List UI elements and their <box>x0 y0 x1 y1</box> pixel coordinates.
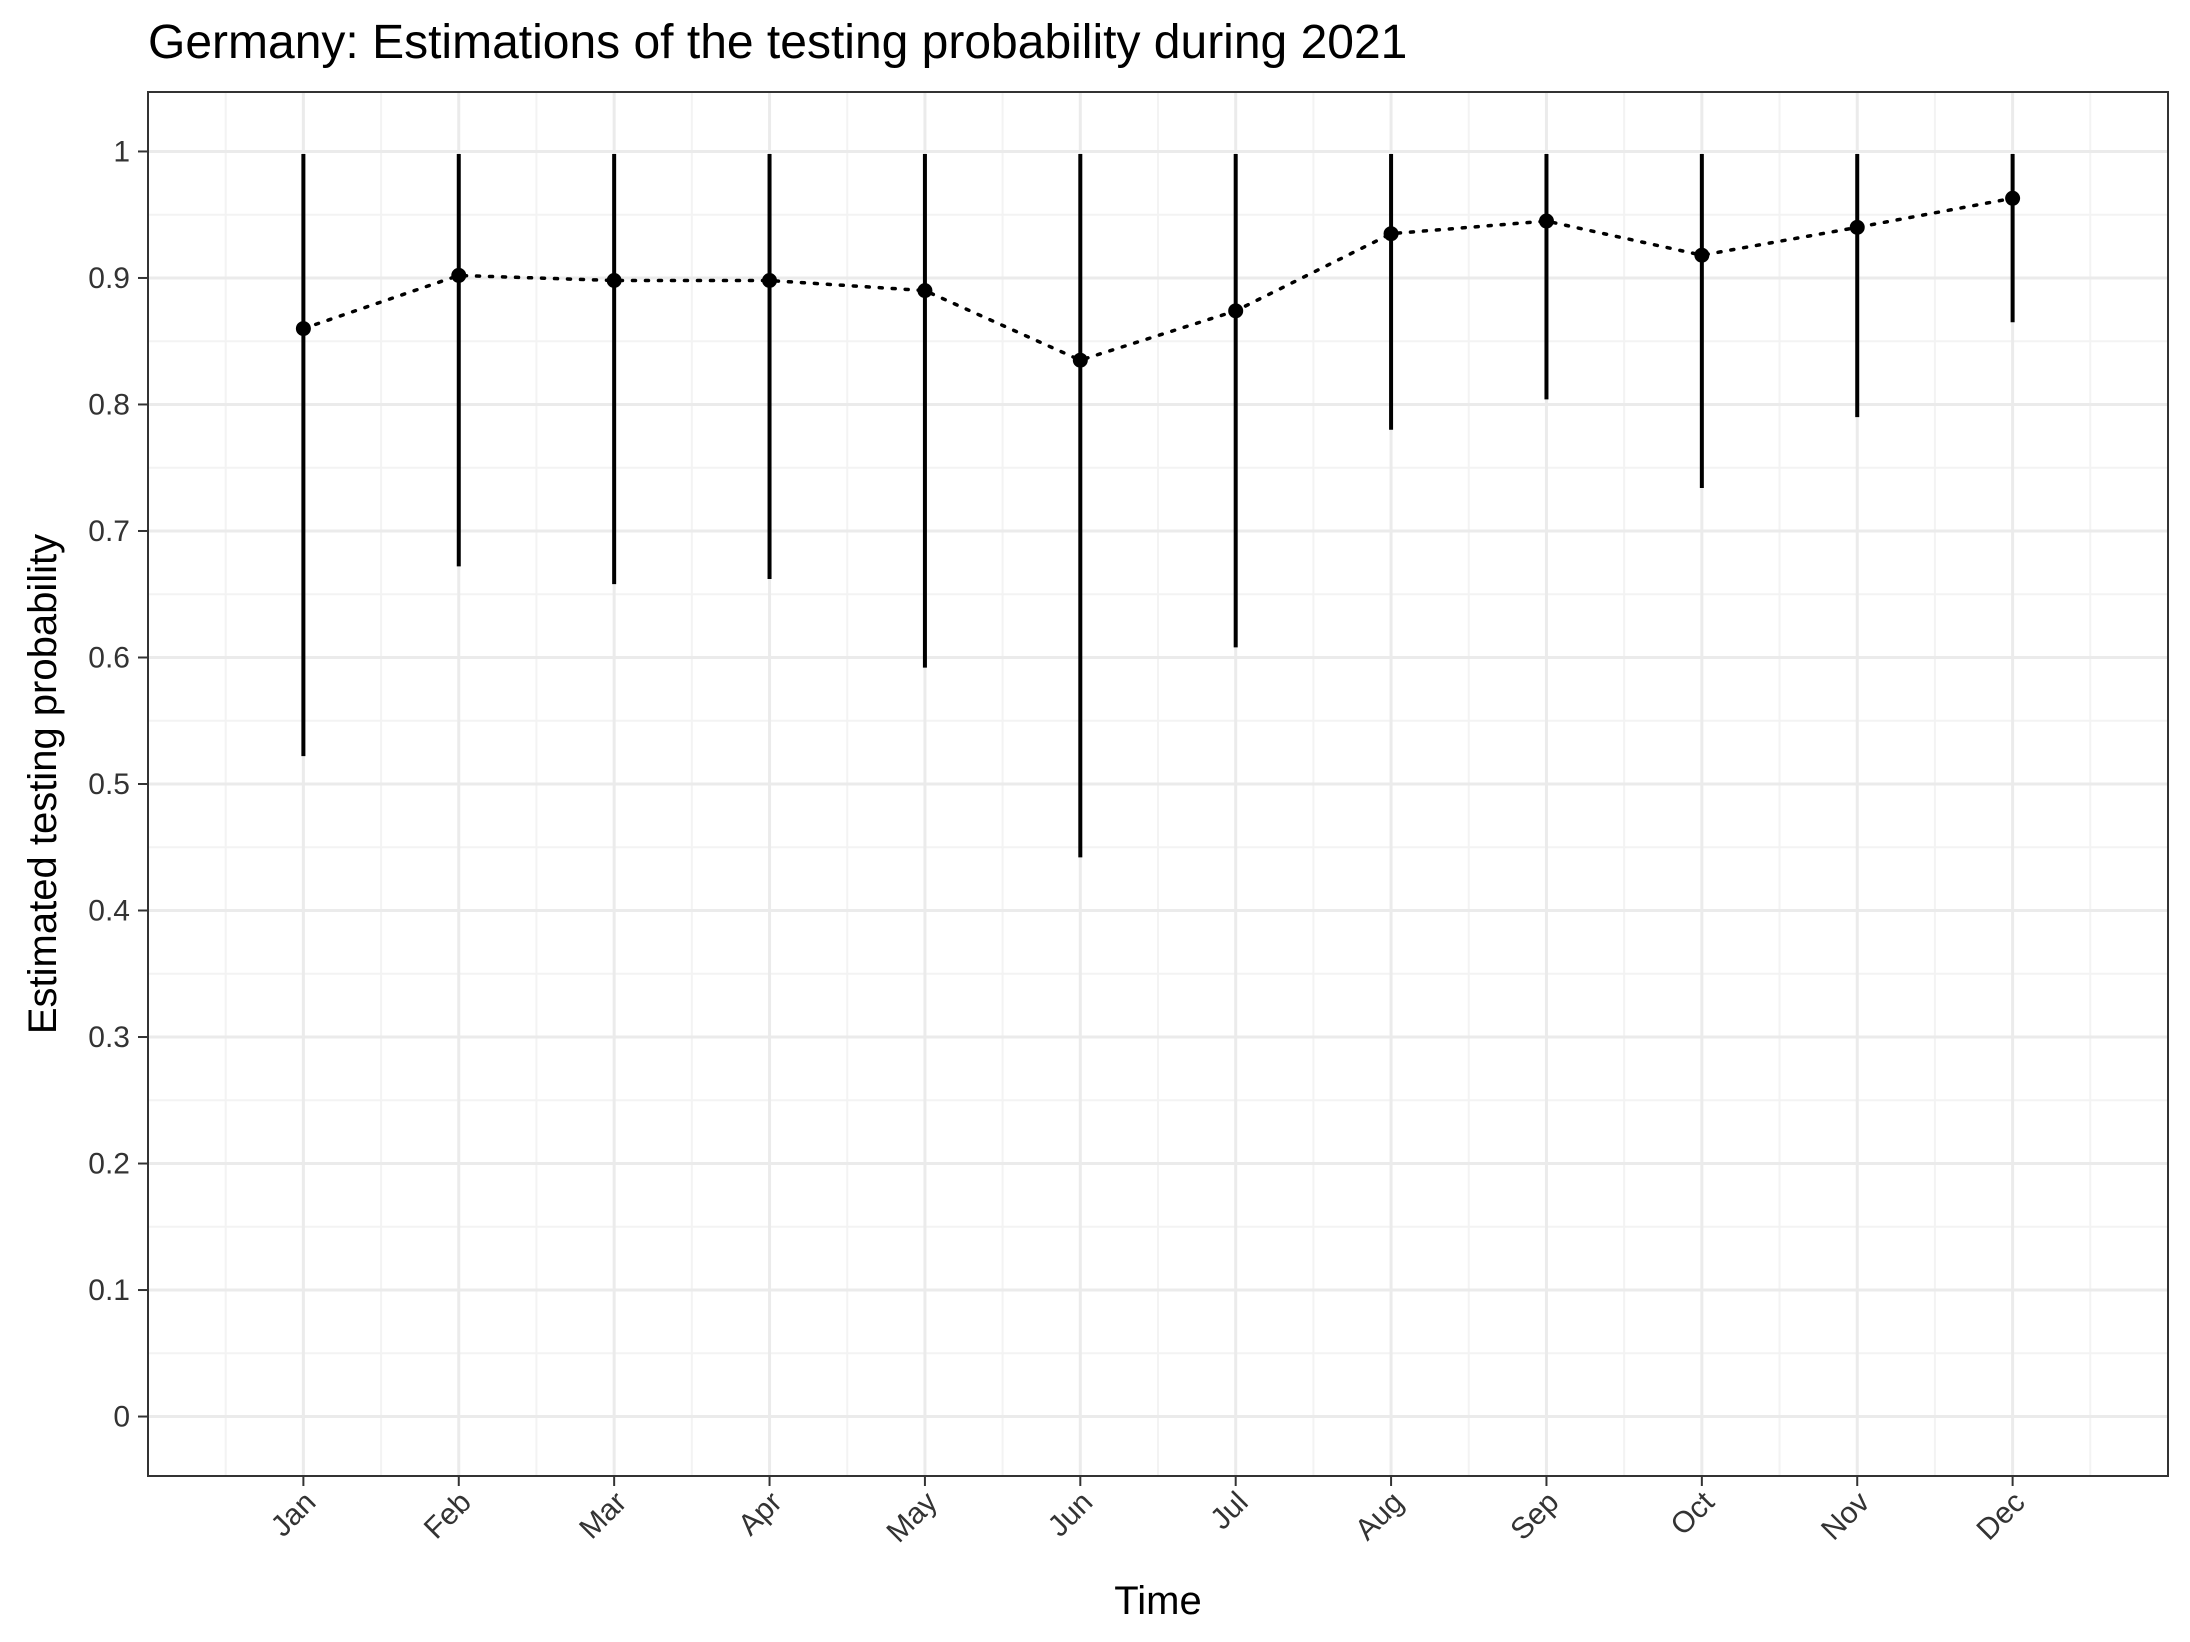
y-axis: 0 0.1 0.2 0.3 0.4 0.5 0.6 0.7 0.8 0.9 1 <box>88 135 148 1434</box>
plot-panel <box>147 91 2169 1477</box>
data-point <box>762 272 778 288</box>
x-tick-label: Jun <box>1042 1486 1100 1544</box>
x-axis: Jan Feb Mar Apr May Jun Jul Aug Sep Oct Nov Dec <box>265 1476 2032 1549</box>
y-tick-label: 0.8 <box>88 388 130 421</box>
data-point <box>917 283 933 299</box>
x-tick-label: Nov <box>1815 1486 1876 1547</box>
x-tick-label: May <box>880 1486 943 1549</box>
y-tick-label: 0.1 <box>88 1274 130 1307</box>
x-tick-label: Dec <box>1970 1486 2031 1547</box>
data-point <box>1383 226 1399 242</box>
data-point <box>295 321 311 337</box>
x-tick-label: Aug <box>1349 1486 1410 1547</box>
series-line <box>301 196 2015 363</box>
x-tick-label: Oct <box>1664 1485 1721 1542</box>
chart-title: Germany: Estimations of the testing prob… <box>148 16 1407 69</box>
data-point <box>1072 352 1088 368</box>
x-tick-label: Jan <box>265 1486 323 1544</box>
data-point <box>1228 303 1244 319</box>
data-point <box>1694 247 1710 263</box>
x-axis-title: Time <box>1114 1579 1201 1623</box>
y-tick-label: 1 <box>113 135 130 168</box>
y-tick-label: 0 <box>113 1401 130 1434</box>
data-point <box>1849 219 1865 235</box>
x-tick-label: Jul <box>1204 1486 1254 1536</box>
y-tick-label: 0.6 <box>88 641 130 674</box>
y-tick-label: 0.7 <box>88 515 130 548</box>
x-tick-label: Feb <box>418 1486 478 1546</box>
chart-marks <box>295 153 2021 858</box>
data-point <box>2005 190 2021 206</box>
y-axis-title: Estimated testing probability <box>21 534 65 1034</box>
grid-major <box>148 92 2168 1476</box>
y-tick-label: 0.2 <box>88 1148 130 1181</box>
y-tick-label: 0.5 <box>88 768 130 801</box>
x-tick-label: Sep <box>1504 1486 1565 1547</box>
y-tick-label: 0.9 <box>88 262 130 295</box>
data-point <box>451 267 467 283</box>
data-point <box>606 272 622 288</box>
y-tick-label: 0.3 <box>88 1021 130 1054</box>
data-point <box>1538 213 1554 229</box>
x-tick-label: Mar <box>573 1486 633 1546</box>
y-tick-label: 0.4 <box>88 895 130 928</box>
x-tick-label: Apr <box>732 1486 788 1542</box>
